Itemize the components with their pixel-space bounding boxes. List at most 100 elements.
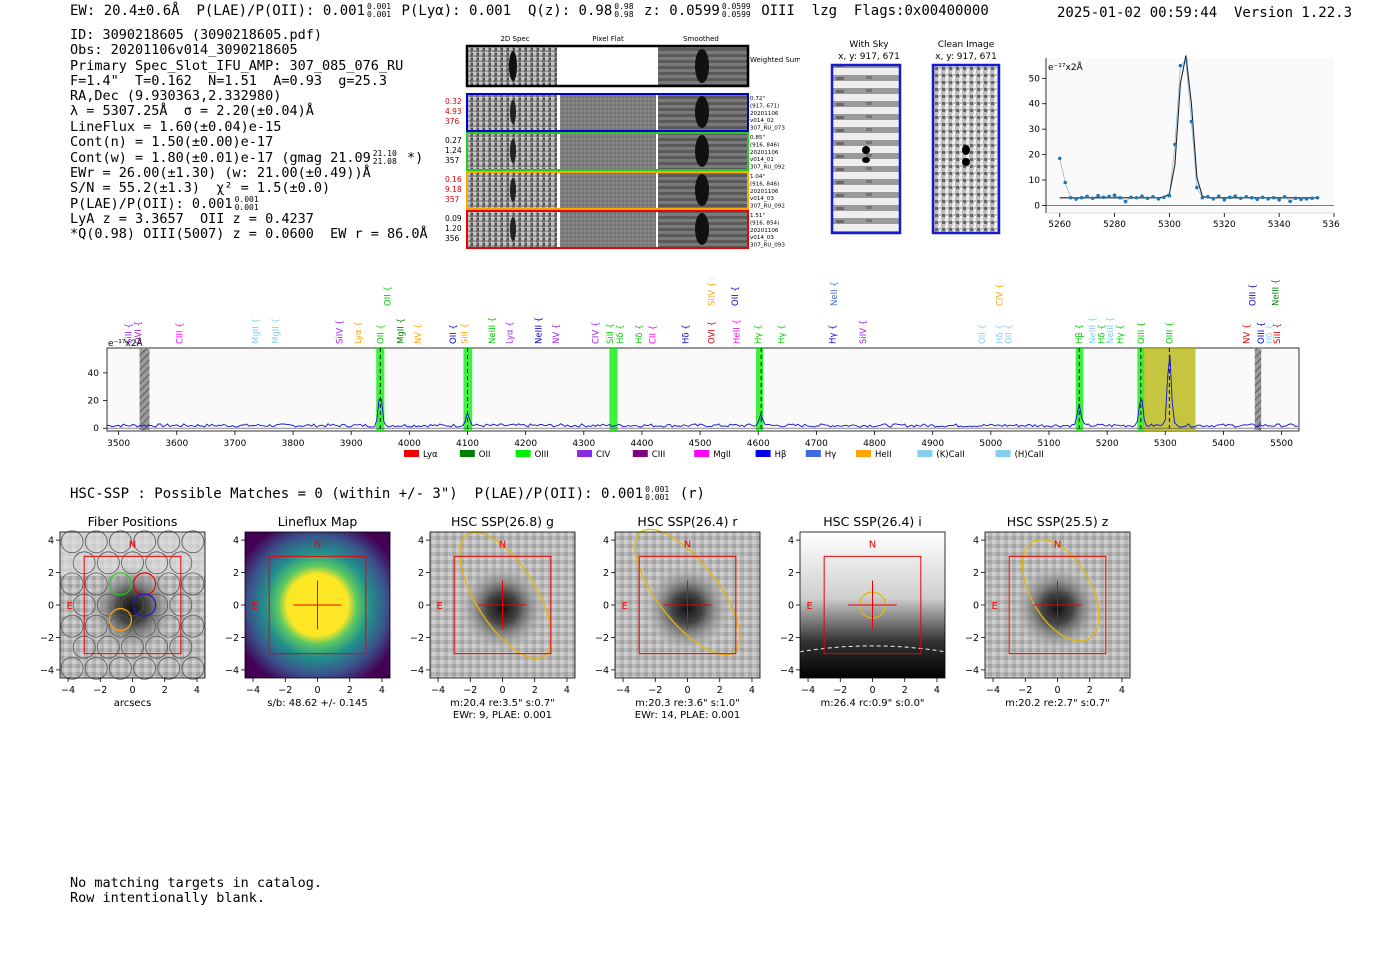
line-label: SiIV { (336, 320, 346, 344)
line-label: Hγ { (754, 324, 764, 344)
header-qz: Q(z): 0.98 (527, 3, 613, 19)
spec-row-meta: (916, 846) (750, 142, 779, 148)
line-label: MgII { (251, 318, 261, 344)
spec-row-stat: 0.09 (445, 214, 462, 223)
line-label: SiIV { (708, 282, 718, 306)
spec-row-meta: (917, 671) (750, 103, 779, 109)
hsc-x-tick: 4 (749, 685, 755, 696)
full-x-tick: 5300 (1154, 439, 1177, 449)
fiber-circle (157, 572, 181, 596)
hsc-y-tick: −2 (225, 633, 239, 644)
info-contw: Cont(w) = 1.80(±0.01)e-17 (gmag 21.09 21.… (70, 149, 424, 167)
info-id: ID: 3090218605 (3090218605.pdf) (70, 27, 322, 43)
detection-info: ID: 3090218605 (3090218605.pdf) Obs: 202… (70, 27, 428, 242)
spec-row-stat: 0.16 (445, 175, 462, 184)
legend-swatch (995, 450, 1011, 457)
line-label: OIII { (1137, 322, 1147, 344)
legend-label: MgII (713, 450, 731, 460)
svg-text:CIII {: CIII { (176, 322, 186, 344)
hsc-x-tick: 2 (717, 685, 723, 696)
fiber-highlight (108, 607, 133, 632)
legend-swatch (917, 450, 933, 457)
svg-text:MgII {: MgII { (251, 318, 261, 344)
line-label: Lyα { (354, 321, 364, 344)
spec-row-meta: 307_RU_073 (750, 126, 785, 132)
full-x-tick: 3800 (282, 439, 305, 449)
svg-text:OVI {: OVI { (134, 321, 144, 344)
fiber-circle (60, 572, 84, 596)
svg-text:OIII {: OIII { (1249, 284, 1259, 306)
zoom-data-point (1074, 197, 1078, 201)
svg-text:OIII {: OIII { (1165, 322, 1175, 344)
hsc-y-tick: 2 (603, 568, 609, 579)
spec-row-stat: 9.18 (445, 185, 462, 194)
hsc-x-tick: 4 (1119, 685, 1125, 696)
line-label: NeII { (830, 281, 840, 306)
line-label: CIV { (996, 284, 1006, 306)
zoom-data-point (1085, 194, 1089, 199)
spec-row-stat: 357 (445, 195, 460, 204)
hsc-x-tick: 0 (869, 685, 875, 696)
line-label: OII { (383, 286, 393, 306)
line-label: Lyα { (505, 321, 515, 344)
line-label: SiII { (461, 323, 471, 344)
hsc-caption: m:20.2 re:2.7" s:0.7" (1005, 698, 1110, 709)
info-sn: S/N = 55.2(±1.3) χ² = 1.5(±0.0) (70, 179, 331, 196)
hsc-y-tick: −2 (780, 633, 794, 644)
hsc-x-tick: 0 (129, 685, 135, 696)
svg-text:Hδ {: Hδ { (616, 324, 626, 344)
fiber-circle (157, 614, 181, 638)
full-x-tick: 5100 (1038, 439, 1061, 449)
east-label: E (807, 601, 813, 612)
svg-text:Hδ {: Hδ { (635, 324, 645, 344)
hsc-x-tick: 4 (564, 685, 570, 696)
full-x-tick: 5000 (979, 439, 1002, 449)
spec-row-meta: 20201106 (750, 228, 779, 234)
fiber-circle (133, 656, 156, 680)
highlight-band (1075, 348, 1084, 431)
line-label: OII { (1004, 324, 1014, 344)
info-fwhm: F=1.4" T=0.162 N=1.51 A=0.93 g=25.3 (70, 72, 387, 89)
svg-text:CIV {: CIV { (996, 284, 1006, 306)
hsc-caption: m:26.4 rc:0.9" s:0.0" (820, 698, 924, 709)
line-label: NeIII { (488, 317, 498, 344)
hsc-x-tick: −2 (463, 685, 477, 696)
hsc-y-tick: 2 (788, 568, 794, 579)
north-label: N (1054, 539, 1061, 550)
fiber-circle (84, 614, 108, 638)
clean-image (931, 63, 1001, 235)
svg-text:OII {: OII { (449, 324, 459, 344)
svg-text:HeII {: HeII { (733, 319, 743, 344)
hsc-y-tick: 2 (48, 568, 54, 579)
fiber-circle (145, 593, 169, 617)
with-sky-title: With Sky (849, 40, 889, 50)
hsc-aperture-box (83, 555, 182, 655)
hsc-y-tick: 4 (48, 536, 54, 547)
north-label: N (684, 539, 691, 550)
hsc-x-tick: −2 (833, 685, 847, 696)
footer-line2: Row intentionally blank. (70, 890, 266, 906)
zoom-data-point (1282, 194, 1287, 199)
spec-row-stat: 0.27 (445, 136, 462, 145)
spec-row-stat: 1.24 (445, 146, 462, 155)
hsc-panel: HSC SSP(26.8) g N E 4 2 0 −2 −4 −4 −2 0 2 4 m:20.4 re… (410, 514, 576, 721)
highlight-band (755, 348, 764, 431)
fiber-circle (109, 530, 132, 554)
masked-band (139, 348, 150, 431)
svg-text:NV {: NV { (414, 324, 424, 344)
legend-swatch (577, 450, 592, 457)
svg-text:OIII {: OIII { (1257, 322, 1267, 344)
hsc-panel: HSC SSP(26.4) r N E 4 2 0 −2 −4 −4 −2 0 2 4 m:20.3 re… (595, 514, 761, 721)
hsc-y-tick: −4 (410, 665, 424, 676)
hsc-y-tick: 2 (973, 568, 979, 579)
legend-swatch (694, 450, 710, 457)
info-contn: Cont(n) = 1.50(±0.00)e-17 (70, 134, 274, 151)
full-x-tick: 3700 (223, 439, 246, 449)
hsc-summary: HSC-SSP : Possible Matches = 0 (within +… (70, 485, 705, 503)
svg-text:NeII {: NeII { (830, 281, 840, 306)
zoom-data-point (1195, 185, 1199, 190)
fiber-circle (96, 635, 120, 659)
